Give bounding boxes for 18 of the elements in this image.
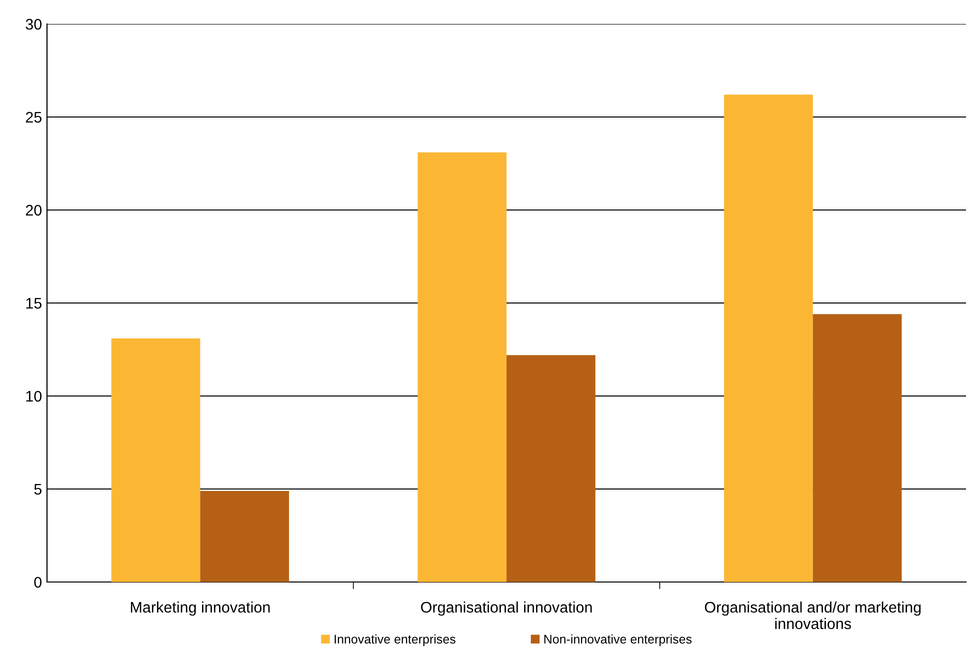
bar: [506, 355, 596, 582]
legend-label: Non-innovative enterprises: [544, 634, 692, 646]
y-tick-label: 15: [26, 298, 42, 309]
y-tick-label: 30: [26, 18, 42, 30]
y-tick-label: 25: [26, 112, 42, 123]
x-tick-label: Marketing innovation: [130, 601, 270, 616]
bar: [111, 338, 200, 582]
x-tick-label: Organisational and/or marketing innovations: [704, 601, 921, 630]
bar: [812, 314, 902, 582]
y-tick-label: 0: [34, 576, 42, 588]
bar: [418, 152, 507, 582]
bar: [200, 490, 290, 582]
x-tick-label: Organisational innovation: [421, 601, 592, 616]
legend-label: Innovative enterprises: [334, 634, 456, 646]
bar: [724, 94, 813, 582]
y-tick-label: 5: [34, 484, 42, 495]
y-tick-label: 20: [26, 204, 42, 216]
y-tick-label: 10: [26, 390, 42, 402]
